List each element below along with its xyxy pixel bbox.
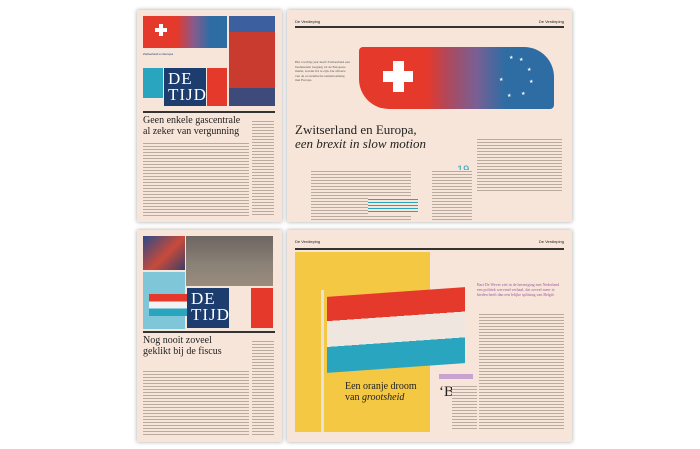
- section-label-left: De Verdieping: [295, 239, 321, 244]
- spread-oranje-droom[interactable]: De Verdieping De Verdieping Een oranje d…: [287, 230, 572, 442]
- headline-line2: een brexit in slow motion: [295, 135, 426, 151]
- headline[interactable]: Nog nooit zoveel geklikt bij de fiscus: [143, 335, 222, 357]
- dutch-flag: [149, 294, 189, 316]
- masthead-logo: DE TIJD: [164, 68, 206, 106]
- red-teaser[interactable]: [207, 68, 227, 106]
- sport-photo: [229, 16, 275, 106]
- front-page-1[interactable]: Zwitserland en Europa DE TIJD Geen enkel…: [137, 10, 282, 222]
- front-page-2[interactable]: DE TIJD Nog nooit zoveel geklikt bij de …: [137, 230, 282, 442]
- gymnast-photo: [143, 236, 185, 270]
- section-label-left: De Verdieping: [295, 19, 321, 24]
- headline[interactable]: Een oranje droom van grootsheid: [345, 381, 417, 403]
- author-tag: [439, 374, 473, 379]
- headline[interactable]: Geen enkele gascentrale al zeker van ver…: [143, 115, 241, 137]
- headline-line2: van grootsheid: [345, 391, 405, 403]
- swiss-eu-flag-illustration: ★ ★ ★ ★ ★ ★ ★: [359, 47, 554, 109]
- pullquote: Bart De Wever ziet in de hereniging met …: [477, 282, 560, 298]
- flood-photo: [186, 236, 273, 286]
- teaser-top[interactable]: Zwitserland en Europa: [143, 52, 174, 56]
- spread-zwitserland[interactable]: De Verdieping De Verdieping Het voorbije…: [287, 10, 572, 222]
- dropcap: ‘B: [439, 384, 454, 400]
- headline-line1: Zwitserland en Europa,: [295, 122, 417, 137]
- teal-teaser[interactable]: [143, 68, 163, 98]
- intro-text: Het voorbije jaar heeft Zwitserland een …: [295, 60, 350, 83]
- headline[interactable]: Zwitserland en Europa, een brexit in slo…: [295, 123, 426, 150]
- flagpole: [321, 290, 324, 432]
- section-label-right: De Verdieping: [538, 19, 564, 24]
- section-label-right: De Verdieping: [538, 239, 564, 244]
- headline-line1: Een oranje droom: [345, 381, 417, 392]
- flag-image: [327, 287, 465, 373]
- masthead-logo: DE TIJD: [187, 288, 229, 328]
- teal-quote: [368, 198, 418, 214]
- red-teaser[interactable]: [251, 288, 273, 328]
- swiss-eu-flag-illustration: [143, 16, 227, 48]
